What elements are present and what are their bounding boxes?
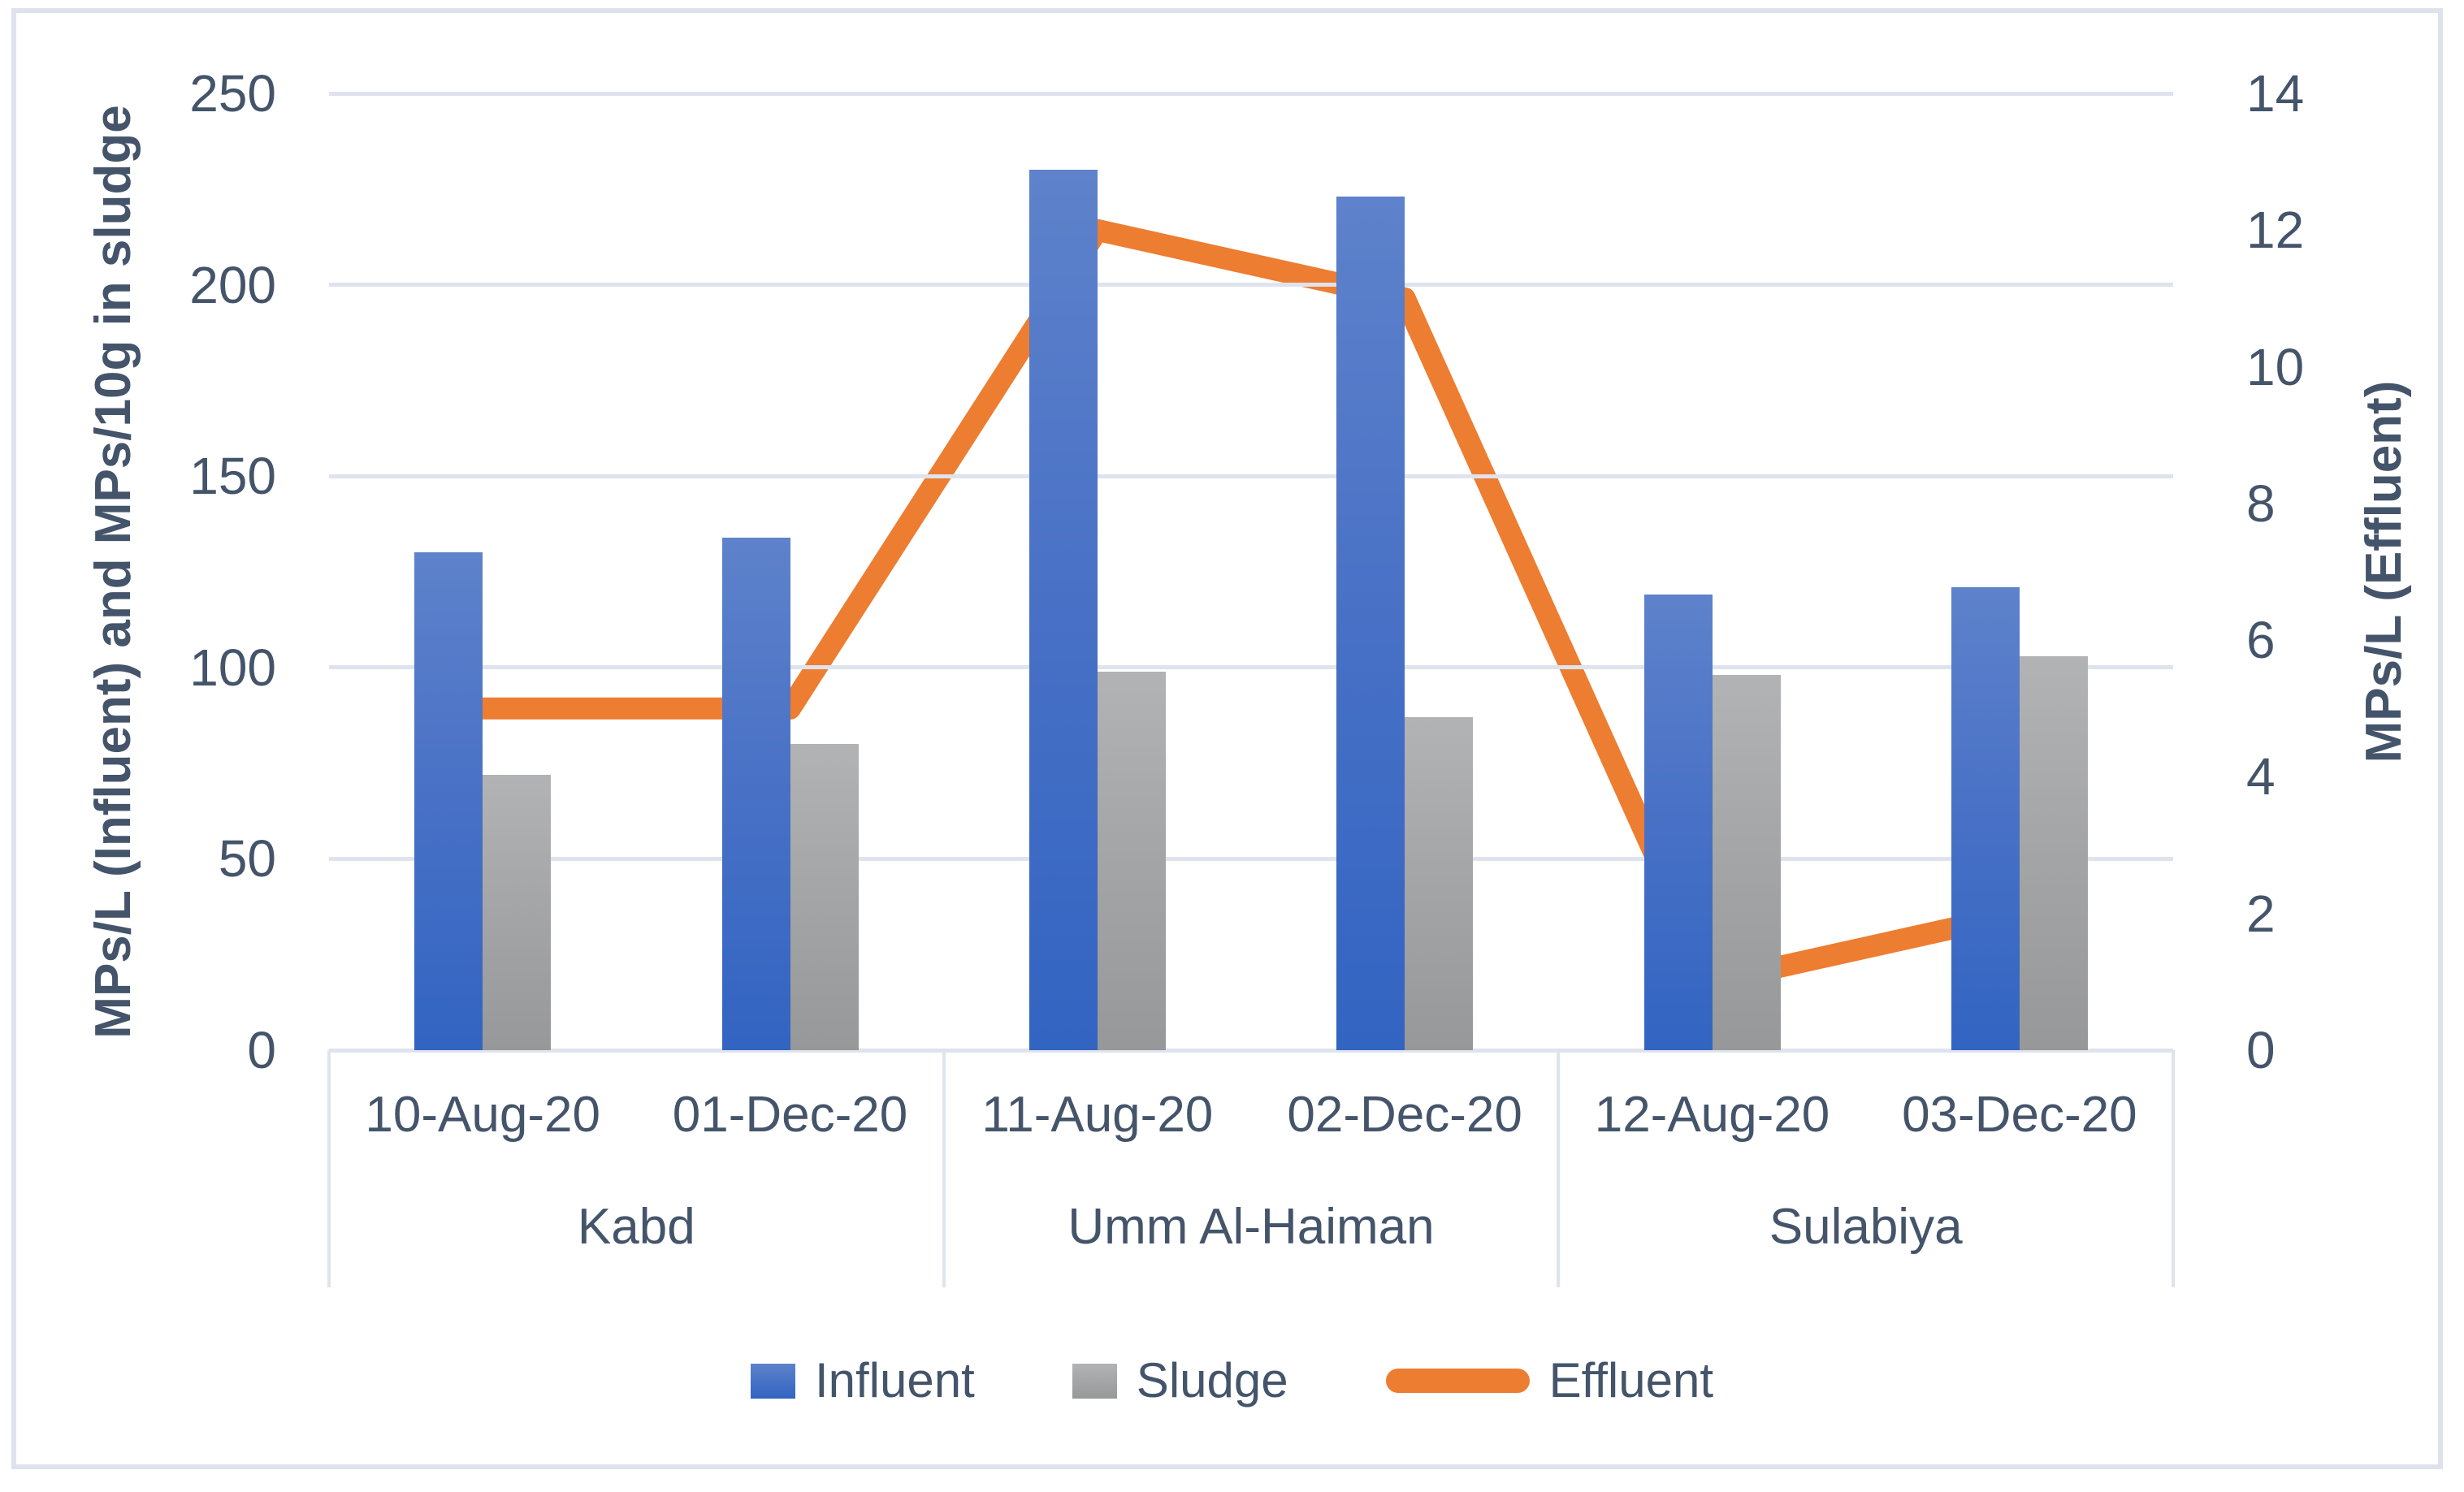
gridline bbox=[329, 665, 2173, 670]
right-axis-tick-label: 6 bbox=[2246, 611, 2276, 670]
legend-label: Sludge bbox=[1136, 1353, 1288, 1408]
gridline bbox=[329, 856, 2173, 861]
left-axis-title: MPs/L (Influent) and MPs/10g in sludge bbox=[85, 105, 141, 1039]
right-axis-title: MPs/L (Effluent) bbox=[2356, 380, 2412, 763]
gridline bbox=[329, 283, 2173, 288]
group-label: Kabd bbox=[577, 1199, 695, 1255]
sludge-bar bbox=[790, 744, 859, 1050]
legend-bar-swatch-icon bbox=[750, 1363, 795, 1399]
group-label: Sulabiya bbox=[1769, 1199, 1963, 1255]
gridline bbox=[329, 91, 2173, 96]
right-axis-tick-label: 8 bbox=[2246, 474, 2276, 533]
influent-bar bbox=[1028, 170, 1098, 1050]
influent-bar bbox=[721, 537, 790, 1050]
category-label: 03-Dec-20 bbox=[1902, 1087, 2137, 1143]
sludge-bar bbox=[483, 774, 552, 1050]
category-label: 11-Aug-20 bbox=[981, 1087, 1214, 1143]
right-axis-tick-label: 12 bbox=[2246, 201, 2305, 260]
influent-bar bbox=[1643, 595, 1713, 1050]
category-label: 10-Aug-20 bbox=[365, 1087, 600, 1143]
category-axis-edge-line bbox=[2172, 1050, 2175, 1287]
left-axis-tick-label: 200 bbox=[189, 255, 276, 314]
sludge-bar bbox=[2019, 655, 2088, 1050]
category-label: 01-Dec-20 bbox=[672, 1087, 908, 1143]
category-axis-edge-line bbox=[327, 1050, 331, 1287]
category-label: 12-Aug-20 bbox=[1594, 1087, 1830, 1143]
legend-label: Influent bbox=[814, 1353, 975, 1408]
right-axis-tick-label: 2 bbox=[2246, 884, 2276, 943]
sludge-bar bbox=[1405, 717, 1474, 1050]
legend-item-effluent: Effluent bbox=[1385, 1353, 1714, 1408]
sludge-bar bbox=[1097, 671, 1166, 1050]
legend-item-sludge: Sludge bbox=[1072, 1355, 1288, 1407]
figure-border bbox=[11, 8, 2443, 1469]
left-axis-tick-label: 150 bbox=[189, 447, 276, 506]
sludge-bar bbox=[1712, 675, 1781, 1050]
legend-line-swatch-icon bbox=[1385, 1369, 1530, 1393]
right-axis-tick-label: 4 bbox=[2246, 747, 2276, 807]
category-group-divider bbox=[942, 1050, 946, 1287]
right-axis-tick-label: 14 bbox=[2246, 64, 2305, 123]
right-axis-tick-label: 0 bbox=[2246, 1021, 2276, 1079]
influent-bar bbox=[1951, 586, 2020, 1050]
gridline bbox=[329, 474, 2173, 478]
legend: Influent Sludge Effluent bbox=[0, 1344, 2464, 1417]
legend-bar-swatch-icon bbox=[1072, 1363, 1117, 1399]
right-axis-tick-label: 10 bbox=[2246, 337, 2305, 396]
legend-label: Effluent bbox=[1548, 1353, 1714, 1408]
left-axis-tick-label: 250 bbox=[189, 64, 276, 123]
left-axis-tick-label: 50 bbox=[218, 829, 276, 889]
category-group-divider bbox=[1557, 1050, 1561, 1287]
left-axis-tick-label: 0 bbox=[247, 1021, 276, 1079]
legend-item-influent: Influent bbox=[750, 1353, 975, 1408]
category-label: 02-Dec-20 bbox=[1287, 1087, 1522, 1143]
influent-bar bbox=[1336, 197, 1405, 1050]
influent-bar bbox=[414, 552, 483, 1050]
group-label: Umm Al-Haiman bbox=[1067, 1199, 1435, 1255]
x-axis-line bbox=[329, 1048, 2173, 1053]
left-axis-tick-label: 100 bbox=[189, 638, 276, 697]
